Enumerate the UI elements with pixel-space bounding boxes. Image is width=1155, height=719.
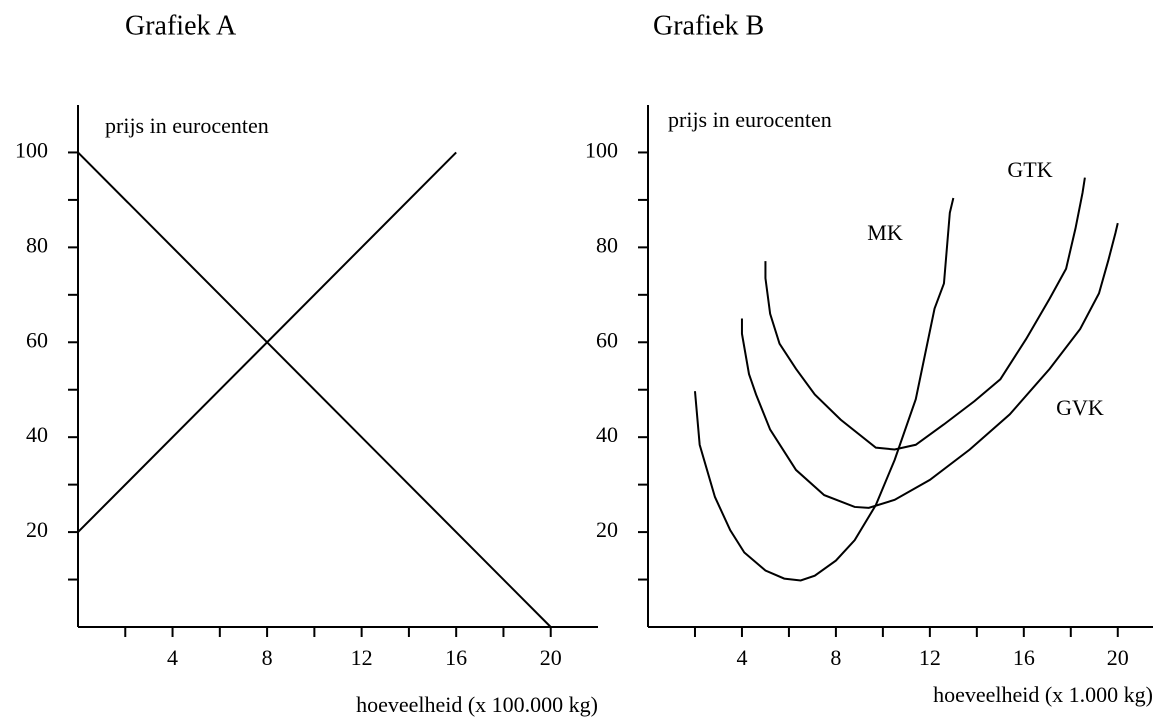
x-axis-label: hoeveelheid (x 1.000 kg) <box>933 682 1153 707</box>
y-tick-label: 100 <box>15 138 48 163</box>
y-tick-label: 40 <box>26 422 48 447</box>
y-tick-label: 20 <box>26 517 48 542</box>
y-axis-label: prijs in eurocenten <box>668 107 832 132</box>
chart-title: Grafiek B <box>653 10 764 41</box>
x-tick-label: 16 <box>445 645 467 670</box>
y-tick-label: 60 <box>596 327 618 352</box>
x-tick-label: 4 <box>167 645 178 670</box>
y-tick-label: 80 <box>596 232 618 257</box>
x-tick-label: 20 <box>1107 645 1129 670</box>
curve <box>77 151 552 628</box>
curve <box>740 222 1119 509</box>
curve-label: MK <box>867 220 903 245</box>
x-tick-label: 16 <box>1013 645 1035 670</box>
curve-label: GVK <box>1056 395 1104 420</box>
x-axis-label: hoeveelheid (x 100.000 kg) <box>356 692 598 717</box>
y-tick-label: 40 <box>596 422 618 447</box>
y-tick-label: 100 <box>585 138 618 163</box>
curve <box>77 151 457 533</box>
x-tick-label: 8 <box>830 645 841 670</box>
x-tick-label: 12 <box>919 645 941 670</box>
y-tick-label: 80 <box>26 232 48 257</box>
x-tick-label: 20 <box>540 645 562 670</box>
y-tick-label: 60 <box>26 327 48 352</box>
y-axis-label: prijs in eurocenten <box>105 113 269 138</box>
chart-title: Grafiek A <box>125 10 237 41</box>
curve-label: GTK <box>1007 157 1052 182</box>
x-tick-label: 4 <box>736 645 747 670</box>
x-tick-label: 8 <box>262 645 273 670</box>
curve <box>764 177 1086 451</box>
curve <box>693 197 955 582</box>
x-tick-label: 12 <box>351 645 373 670</box>
y-tick-label: 20 <box>596 517 618 542</box>
